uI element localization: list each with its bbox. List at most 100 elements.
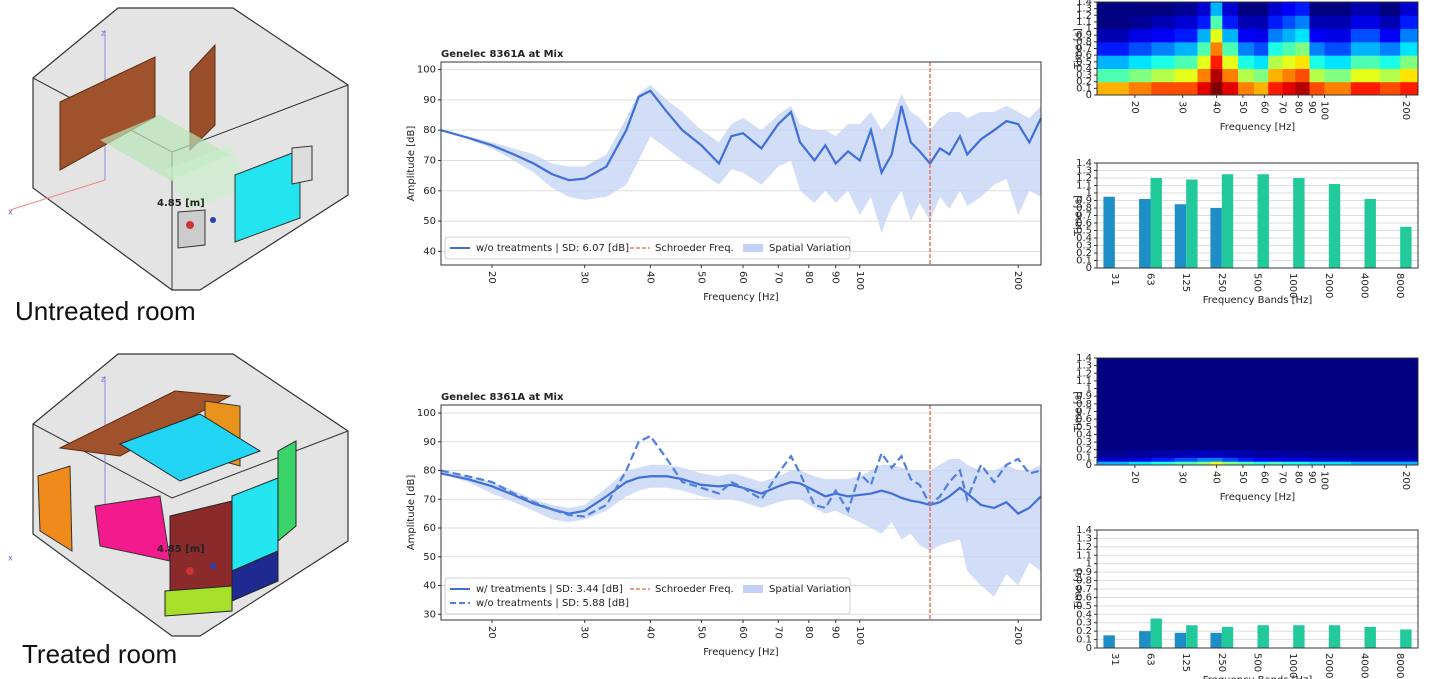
chart-line: 4050607080901002030405060708090100200Gen… xyxy=(406,49,1041,303)
heat-cell xyxy=(1129,29,1152,43)
heat-cell xyxy=(1283,450,1296,458)
heat-cell xyxy=(1283,55,1296,69)
heat-cell xyxy=(1238,55,1255,69)
heat-cell xyxy=(1325,457,1352,461)
heat-cell xyxy=(1400,358,1418,404)
heat-cell xyxy=(1175,457,1198,461)
heat-cell xyxy=(1097,29,1129,43)
heat-cell xyxy=(1197,434,1211,450)
bar xyxy=(1258,625,1269,648)
heat-cell xyxy=(1129,457,1152,461)
bar xyxy=(1365,627,1376,648)
heat-cell xyxy=(1295,55,1310,69)
x-tick-label: 30 xyxy=(1177,101,1188,114)
bar xyxy=(1175,204,1186,268)
page: 4.85 [m] z x Untreated room 4.85 [m] z x… xyxy=(0,0,1436,679)
x-tick-label: 80 xyxy=(803,271,814,284)
y-tick-label: 1.4 xyxy=(1076,0,1092,8)
chart-bar: 00.10.20.30.40.50.60.70.80.911.11.21.31.… xyxy=(1073,158,1418,306)
heat-cell xyxy=(1309,82,1325,96)
heat-cell xyxy=(1283,404,1296,420)
heat-cell xyxy=(1211,2,1223,16)
heat-cell xyxy=(1295,450,1310,458)
heat-cell xyxy=(1268,404,1283,420)
x-tick-label: 30 xyxy=(1177,471,1188,484)
x-tick-label: 100 xyxy=(1319,101,1330,120)
axis-label: z xyxy=(101,375,105,384)
heat-cell xyxy=(1351,457,1381,461)
bar xyxy=(1186,625,1197,648)
x-tick-label: 20 xyxy=(486,626,497,639)
mic xyxy=(186,567,194,575)
heat-cell xyxy=(1380,434,1401,450)
heat-cell xyxy=(1222,419,1238,435)
x-tick-label: 125 xyxy=(1180,273,1191,292)
x-tick-label: 200 xyxy=(1400,101,1411,120)
heat-cell xyxy=(1295,29,1310,43)
heat-cell xyxy=(1309,434,1325,450)
heat-cell xyxy=(1151,15,1175,29)
heat-cell xyxy=(1175,434,1198,450)
x-tick-label: 250 xyxy=(1216,273,1227,292)
heat-cell xyxy=(1325,450,1352,458)
heat-cell xyxy=(1325,15,1352,29)
x-axis-label: Frequency [Hz] xyxy=(703,647,779,658)
x-tick-label: 70 xyxy=(772,626,783,639)
heat-cell xyxy=(1151,404,1175,420)
heat-cell xyxy=(1129,55,1152,69)
x-tick-label: 50 xyxy=(695,271,706,284)
heat-cell xyxy=(1351,29,1381,43)
heat-cell xyxy=(1254,42,1269,56)
x-tick-label: 100 xyxy=(1319,471,1330,490)
heat-cell xyxy=(1309,358,1325,404)
heat-cell xyxy=(1380,29,1401,43)
panel xyxy=(165,586,232,616)
y-tick-label: 80 xyxy=(423,125,436,136)
x-tick-label: 63 xyxy=(1145,273,1156,286)
heat-cell xyxy=(1400,55,1418,69)
heat-cell xyxy=(1254,419,1269,435)
heat-cell xyxy=(1129,82,1152,96)
heat-cell xyxy=(1268,55,1283,69)
heat-cell xyxy=(1351,404,1381,420)
heat-cell xyxy=(1283,29,1296,43)
heat-cell xyxy=(1380,419,1401,435)
heat-cell xyxy=(1351,450,1381,458)
x-tick-label: 60 xyxy=(737,626,748,639)
heat-cell xyxy=(1211,15,1223,29)
heat-cell xyxy=(1400,457,1418,461)
y-tick-label: 1.4 xyxy=(1076,353,1092,364)
heat-cell xyxy=(1222,404,1238,420)
heat-cell xyxy=(1197,29,1211,43)
heat-cell xyxy=(1238,434,1255,450)
y-tick-label: 90 xyxy=(423,95,436,106)
heat-cell xyxy=(1175,2,1198,16)
heat-cell xyxy=(1238,68,1255,82)
room-label: Treated room xyxy=(22,639,177,669)
heat-cell xyxy=(1380,42,1401,56)
heat-cell xyxy=(1197,42,1211,56)
bar xyxy=(1139,199,1150,268)
x-tick-label: 60 xyxy=(1258,101,1269,114)
legend-label: w/ treatments | SD: 3.44 [dB] xyxy=(476,584,623,595)
heat-cell xyxy=(1175,68,1198,82)
axis-label: z xyxy=(101,29,105,38)
y-tick-label: 70 xyxy=(423,155,436,166)
heat-cell xyxy=(1254,358,1269,404)
heat-cell xyxy=(1295,15,1310,29)
y-tick-label: 60 xyxy=(423,523,436,534)
legend-label: Schroeder Freq. xyxy=(655,584,734,595)
heat-cell xyxy=(1151,457,1175,461)
heat-cell xyxy=(1380,450,1401,458)
heat-cell xyxy=(1211,82,1223,96)
heat-cell xyxy=(1400,15,1418,29)
heat-cell xyxy=(1295,457,1310,461)
axis-label: x xyxy=(8,554,13,563)
bar xyxy=(1293,178,1304,268)
heat-cell xyxy=(1268,419,1283,435)
y-tick-label: 40 xyxy=(423,581,436,592)
heat-cell xyxy=(1268,358,1283,404)
heat-cell xyxy=(1238,15,1255,29)
heat-cell xyxy=(1309,42,1325,56)
heat-cell xyxy=(1254,434,1269,450)
